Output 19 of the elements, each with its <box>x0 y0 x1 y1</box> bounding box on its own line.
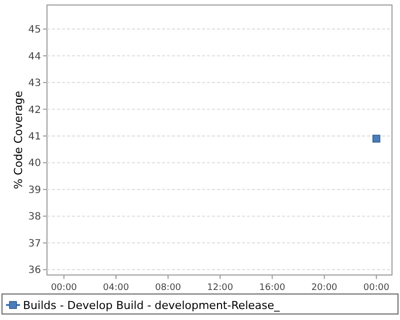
x-tick-label: 16:00 <box>259 283 286 293</box>
y-tick-label: 36 <box>28 265 41 276</box>
x-tick-label: 20:00 <box>311 283 338 293</box>
y-tick-label: 41 <box>28 131 41 142</box>
y-tick-label: 39 <box>28 184 41 196</box>
y-tick-label: 38 <box>28 212 41 223</box>
y-tick-label: 37 <box>28 238 41 250</box>
y-tick-label: 40 <box>28 158 41 170</box>
y-tick-label: 42 <box>28 104 41 116</box>
x-tick-label: 12:00 <box>207 283 234 293</box>
legend-label: Builds - Develop Build - development-Release_ <box>23 298 280 312</box>
x-tick-label: 04:00 <box>103 283 130 293</box>
x-tick-label: 00:00 <box>363 283 390 293</box>
y-tick-label: 44 <box>28 51 41 62</box>
x-tick-label: 00:00 <box>50 283 78 293</box>
y-tick-label: 45 <box>28 24 41 36</box>
x-tick-label: 08:00 <box>155 283 182 293</box>
y-tick-label: 43 <box>28 78 41 90</box>
y-axis-title: % Code Coverage <box>12 90 25 190</box>
